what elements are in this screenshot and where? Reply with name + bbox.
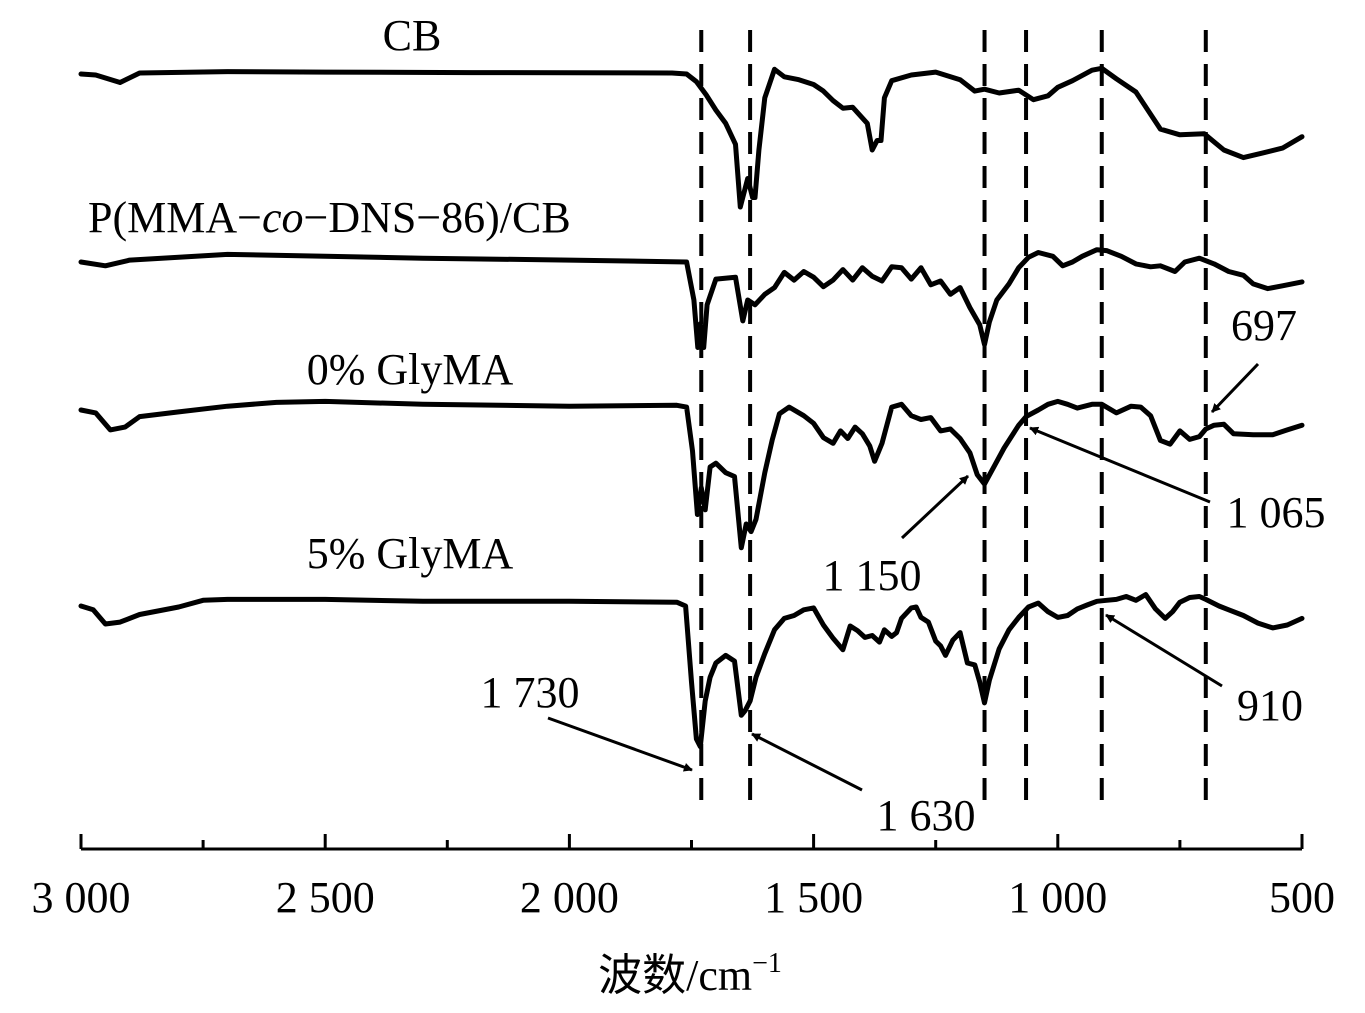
series-label-0-glyma: 0% GlyMA: [307, 345, 514, 394]
series-label-5-glyma: 5% GlyMA: [307, 529, 514, 578]
x-tick-label-1500: 1 500: [764, 873, 863, 922]
arrow-1065: [1029, 426, 1211, 504]
series-line-4: [78, 592, 1305, 750]
x-axis-label: 波数/cm−1: [598, 948, 782, 1000]
annotation-910: 910: [1237, 681, 1303, 730]
x-axis-ticks: 3 000 2 500 2 000 1 500 1 000 500: [32, 834, 1335, 922]
annotation-1630: 1 630: [877, 791, 976, 840]
spectra: [78, 65, 1305, 750]
series-line-2: [78, 247, 1305, 350]
annotation-1065: 1 065: [1227, 488, 1326, 537]
arrow-1630: [751, 732, 863, 792]
arrow-1730: [547, 716, 693, 772]
x-tick-label-2500: 2 500: [276, 873, 375, 922]
annotation-1150: 1 150: [823, 551, 922, 600]
x-tick-label-1000: 1 000: [1008, 873, 1107, 922]
series-label-cb: CB: [383, 11, 442, 60]
series-line-3: [78, 398, 1305, 551]
series-line-1: [78, 65, 1305, 210]
arrow-697: [1210, 362, 1260, 414]
annotation-697: 697: [1231, 301, 1297, 350]
x-tick-label-2000: 2 000: [520, 873, 619, 922]
series-label-pmma-dns-cb: P(MMA−co−DNS−86)/CB: [88, 193, 571, 242]
x-tick-label-500: 500: [1269, 873, 1335, 922]
annotation-1730: 1 730: [481, 668, 580, 717]
annotation-arrows: [547, 362, 1260, 792]
arrow-910: [1105, 613, 1223, 688]
arrow-1150: [900, 474, 970, 540]
x-tick-label-3000: 3 000: [32, 873, 131, 922]
